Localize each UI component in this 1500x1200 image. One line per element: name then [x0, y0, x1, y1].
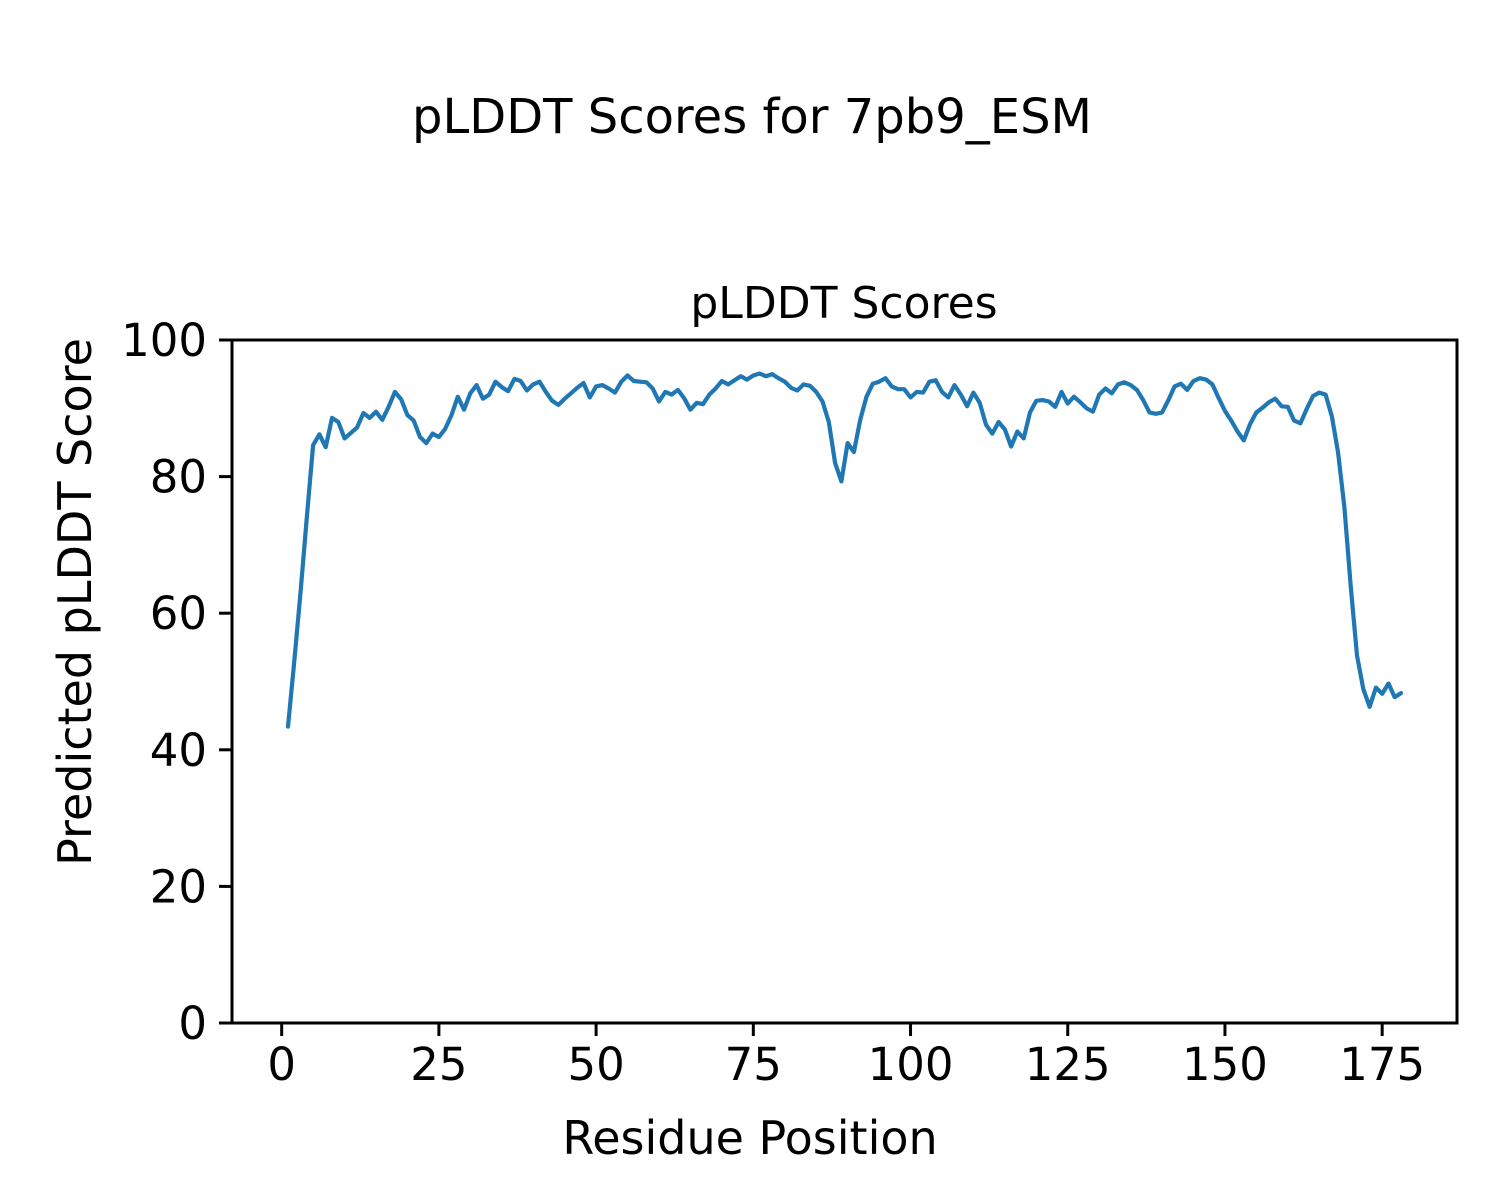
- x-tick-label: 125: [1025, 1038, 1111, 1091]
- x-tick-label: 75: [725, 1038, 782, 1091]
- y-tick-label: 100: [121, 314, 207, 367]
- y-tick-label: 0: [178, 997, 207, 1050]
- y-axis-label: Predicted pLDDT Score: [48, 338, 102, 866]
- x-tick-label: 0: [267, 1038, 296, 1091]
- x-tick-label: 25: [410, 1038, 467, 1091]
- y-tick-label: 60: [150, 587, 207, 640]
- y-tick-label: 40: [150, 724, 207, 777]
- x-ticks: 0 25 50 75 100 125 150 175: [267, 1023, 1425, 1091]
- x-tick-label: 175: [1339, 1038, 1425, 1091]
- plddt-line: [285, 371, 1404, 729]
- series-group: [285, 371, 1404, 729]
- figure-title: pLDDT Scores for 7pb9_ESM: [412, 89, 1092, 145]
- x-axis-label: Residue Position: [562, 1111, 937, 1165]
- y-tick-label: 80: [150, 451, 207, 504]
- axes-frame: [230, 338, 1459, 1025]
- y-ticks: 0 20 40 60 80 100: [121, 314, 232, 1050]
- x-tick-label: 50: [567, 1038, 624, 1091]
- axes-title: pLDDT Scores: [690, 278, 997, 329]
- x-tick-label: 150: [1182, 1038, 1268, 1091]
- y-tick-label: 20: [150, 860, 207, 913]
- x-tick-label: 100: [868, 1038, 954, 1091]
